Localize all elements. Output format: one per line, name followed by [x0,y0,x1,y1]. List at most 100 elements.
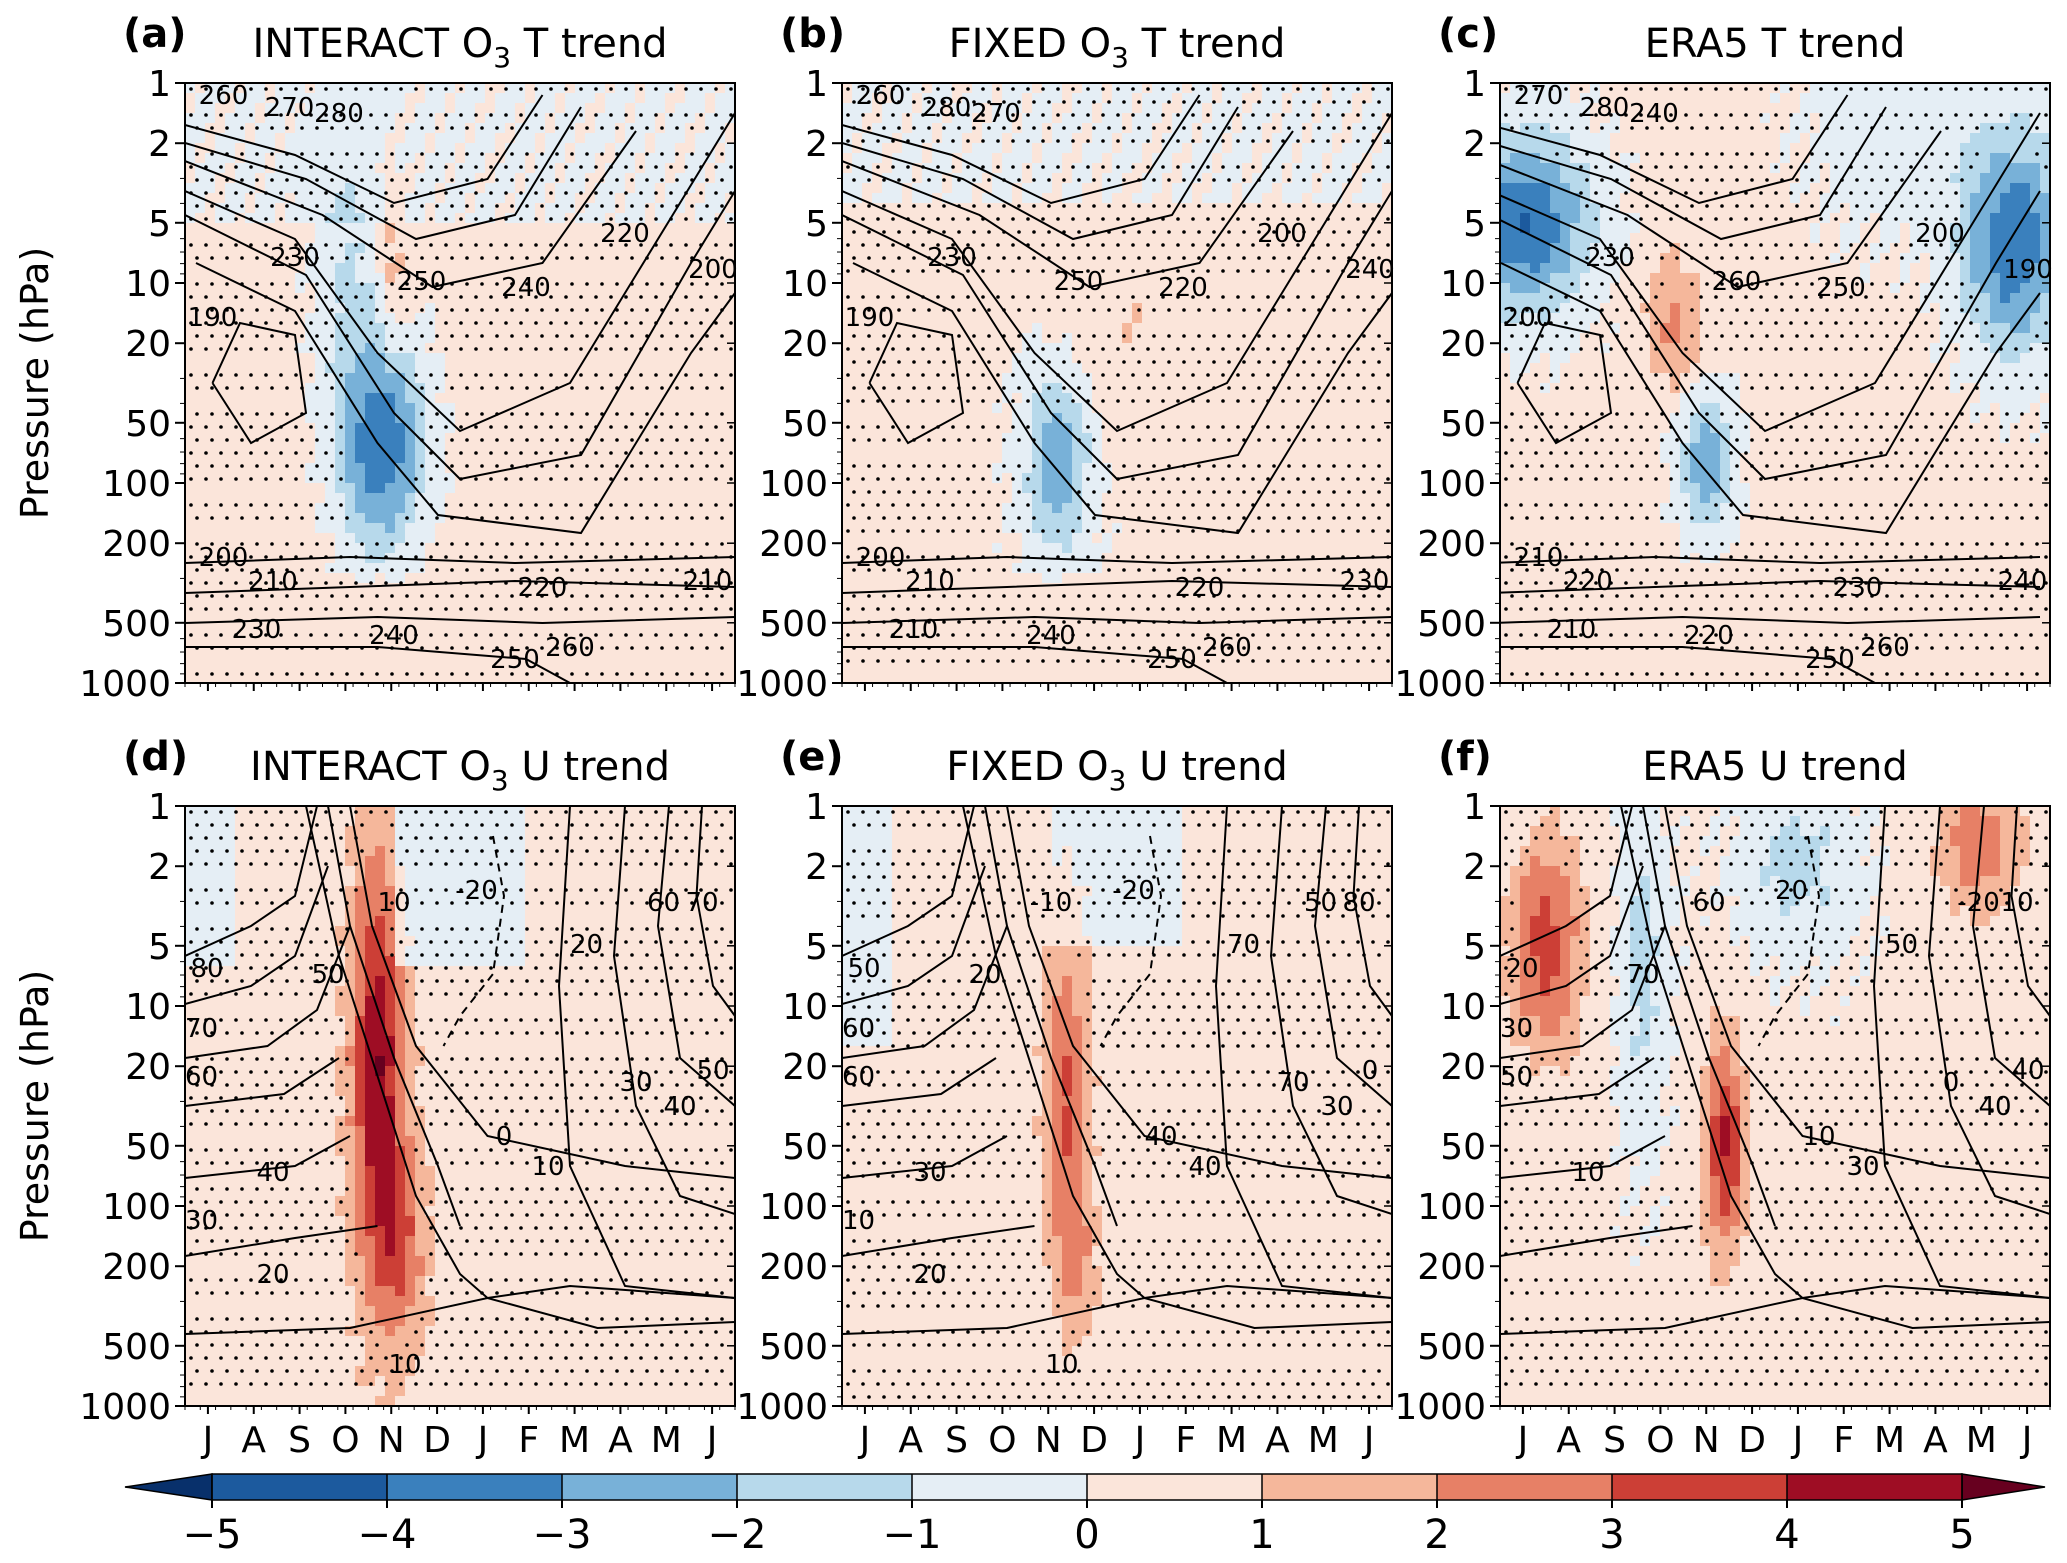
heatmap-cell [575,153,586,164]
heatmap-cell [185,173,196,184]
significance-dot [579,243,583,247]
heatmap-cell [555,413,566,424]
heatmap-cell [435,583,446,594]
significance-dot [474,217,478,221]
heatmap-cell [235,143,246,154]
heatmap-cell [465,433,476,444]
heatmap-cell [1202,123,1213,134]
heatmap-cell [475,433,486,444]
heatmap-cell [685,353,696,364]
heatmap-cell [385,503,396,514]
significance-dot [195,334,199,338]
heatmap-cell [715,543,726,554]
heatmap-cell [355,233,366,244]
heatmap-cell [525,283,536,294]
heatmap-cell [595,163,606,174]
heatmap-cell [415,533,426,544]
significance-dot [420,334,424,338]
significance-dot [630,438,634,442]
heatmap-cell [645,243,656,254]
significance-dot [360,308,364,312]
significance-dot [660,126,664,130]
heatmap-cell [235,353,246,364]
panel-title: INTERACT O3 T trend [252,21,667,74]
heatmap-cell [645,493,656,504]
heatmap-cell [375,663,386,674]
heatmap-cell [565,603,576,614]
significance-dot [204,503,208,507]
heatmap-cell [655,103,666,114]
heatmap-cell [685,623,696,634]
heatmap-cell [395,123,406,134]
significance-dot [465,412,469,416]
heatmap-cell [575,243,586,254]
heatmap-cell [615,333,626,344]
heatmap-cell [892,113,903,124]
heatmap-cell [1152,83,1163,94]
heatmap-cell [645,343,656,354]
heatmap-cell [425,543,436,554]
heatmap-cell [465,93,476,104]
significance-dot [585,438,589,442]
heatmap-cell [465,563,476,574]
heatmap-cell [515,183,526,194]
heatmap-cell [575,283,586,294]
heatmap-cell [505,503,516,514]
significance-dot [660,256,664,260]
heatmap-cell [655,133,666,144]
heatmap-cell [455,623,466,634]
heatmap-cell [425,173,436,184]
heatmap-cell [675,223,686,234]
heatmap-cell [325,223,336,234]
heatmap-cell [425,513,436,524]
heatmap-cell [255,503,266,514]
heatmap-cell [495,443,506,454]
significance-dot [480,594,484,598]
heatmap-cell [195,653,206,664]
heatmap-cell [665,483,676,494]
heatmap-cell [605,593,616,604]
heatmap-cell [255,533,266,544]
heatmap-cell [405,673,416,683]
significance-dot [459,217,463,221]
heatmap-cell [305,113,316,124]
significance-dot [309,503,313,507]
significance-dot [414,607,418,611]
significance-dot [279,451,283,455]
significance-dot [705,464,709,468]
significance-dot [504,87,508,91]
significance-dot [465,204,469,208]
significance-dot [315,594,319,598]
heatmap-cell [315,653,326,664]
heatmap-cell [575,593,586,604]
significance-dot [594,451,598,455]
heatmap-cell [645,253,656,264]
significance-dot [615,438,619,442]
heatmap-cell [595,343,606,354]
heatmap-cell [585,543,596,554]
heatmap-cell [505,633,516,644]
heatmap-cell [235,653,246,664]
heatmap-cell [375,193,386,204]
heatmap-cell [525,473,536,484]
significance-dot [444,87,448,91]
heatmap-cell [355,113,366,124]
heatmap-cell [485,663,496,674]
heatmap-cell [395,313,406,324]
significance-dot [720,542,724,546]
significance-dot [504,321,508,325]
heatmap-cell [475,603,486,614]
heatmap-cell [465,623,476,634]
heatmap-cell [495,453,506,464]
significance-dot [435,178,439,182]
y-tick-label: 50 [125,404,171,445]
heatmap-cell [295,533,306,544]
heatmap-cell [415,93,426,104]
significance-dot [660,178,664,182]
significance-dot [225,178,229,182]
heatmap-cell [245,533,256,544]
heatmap-cell [335,353,346,364]
significance-dot [609,217,613,221]
heatmap-cell [365,133,376,144]
